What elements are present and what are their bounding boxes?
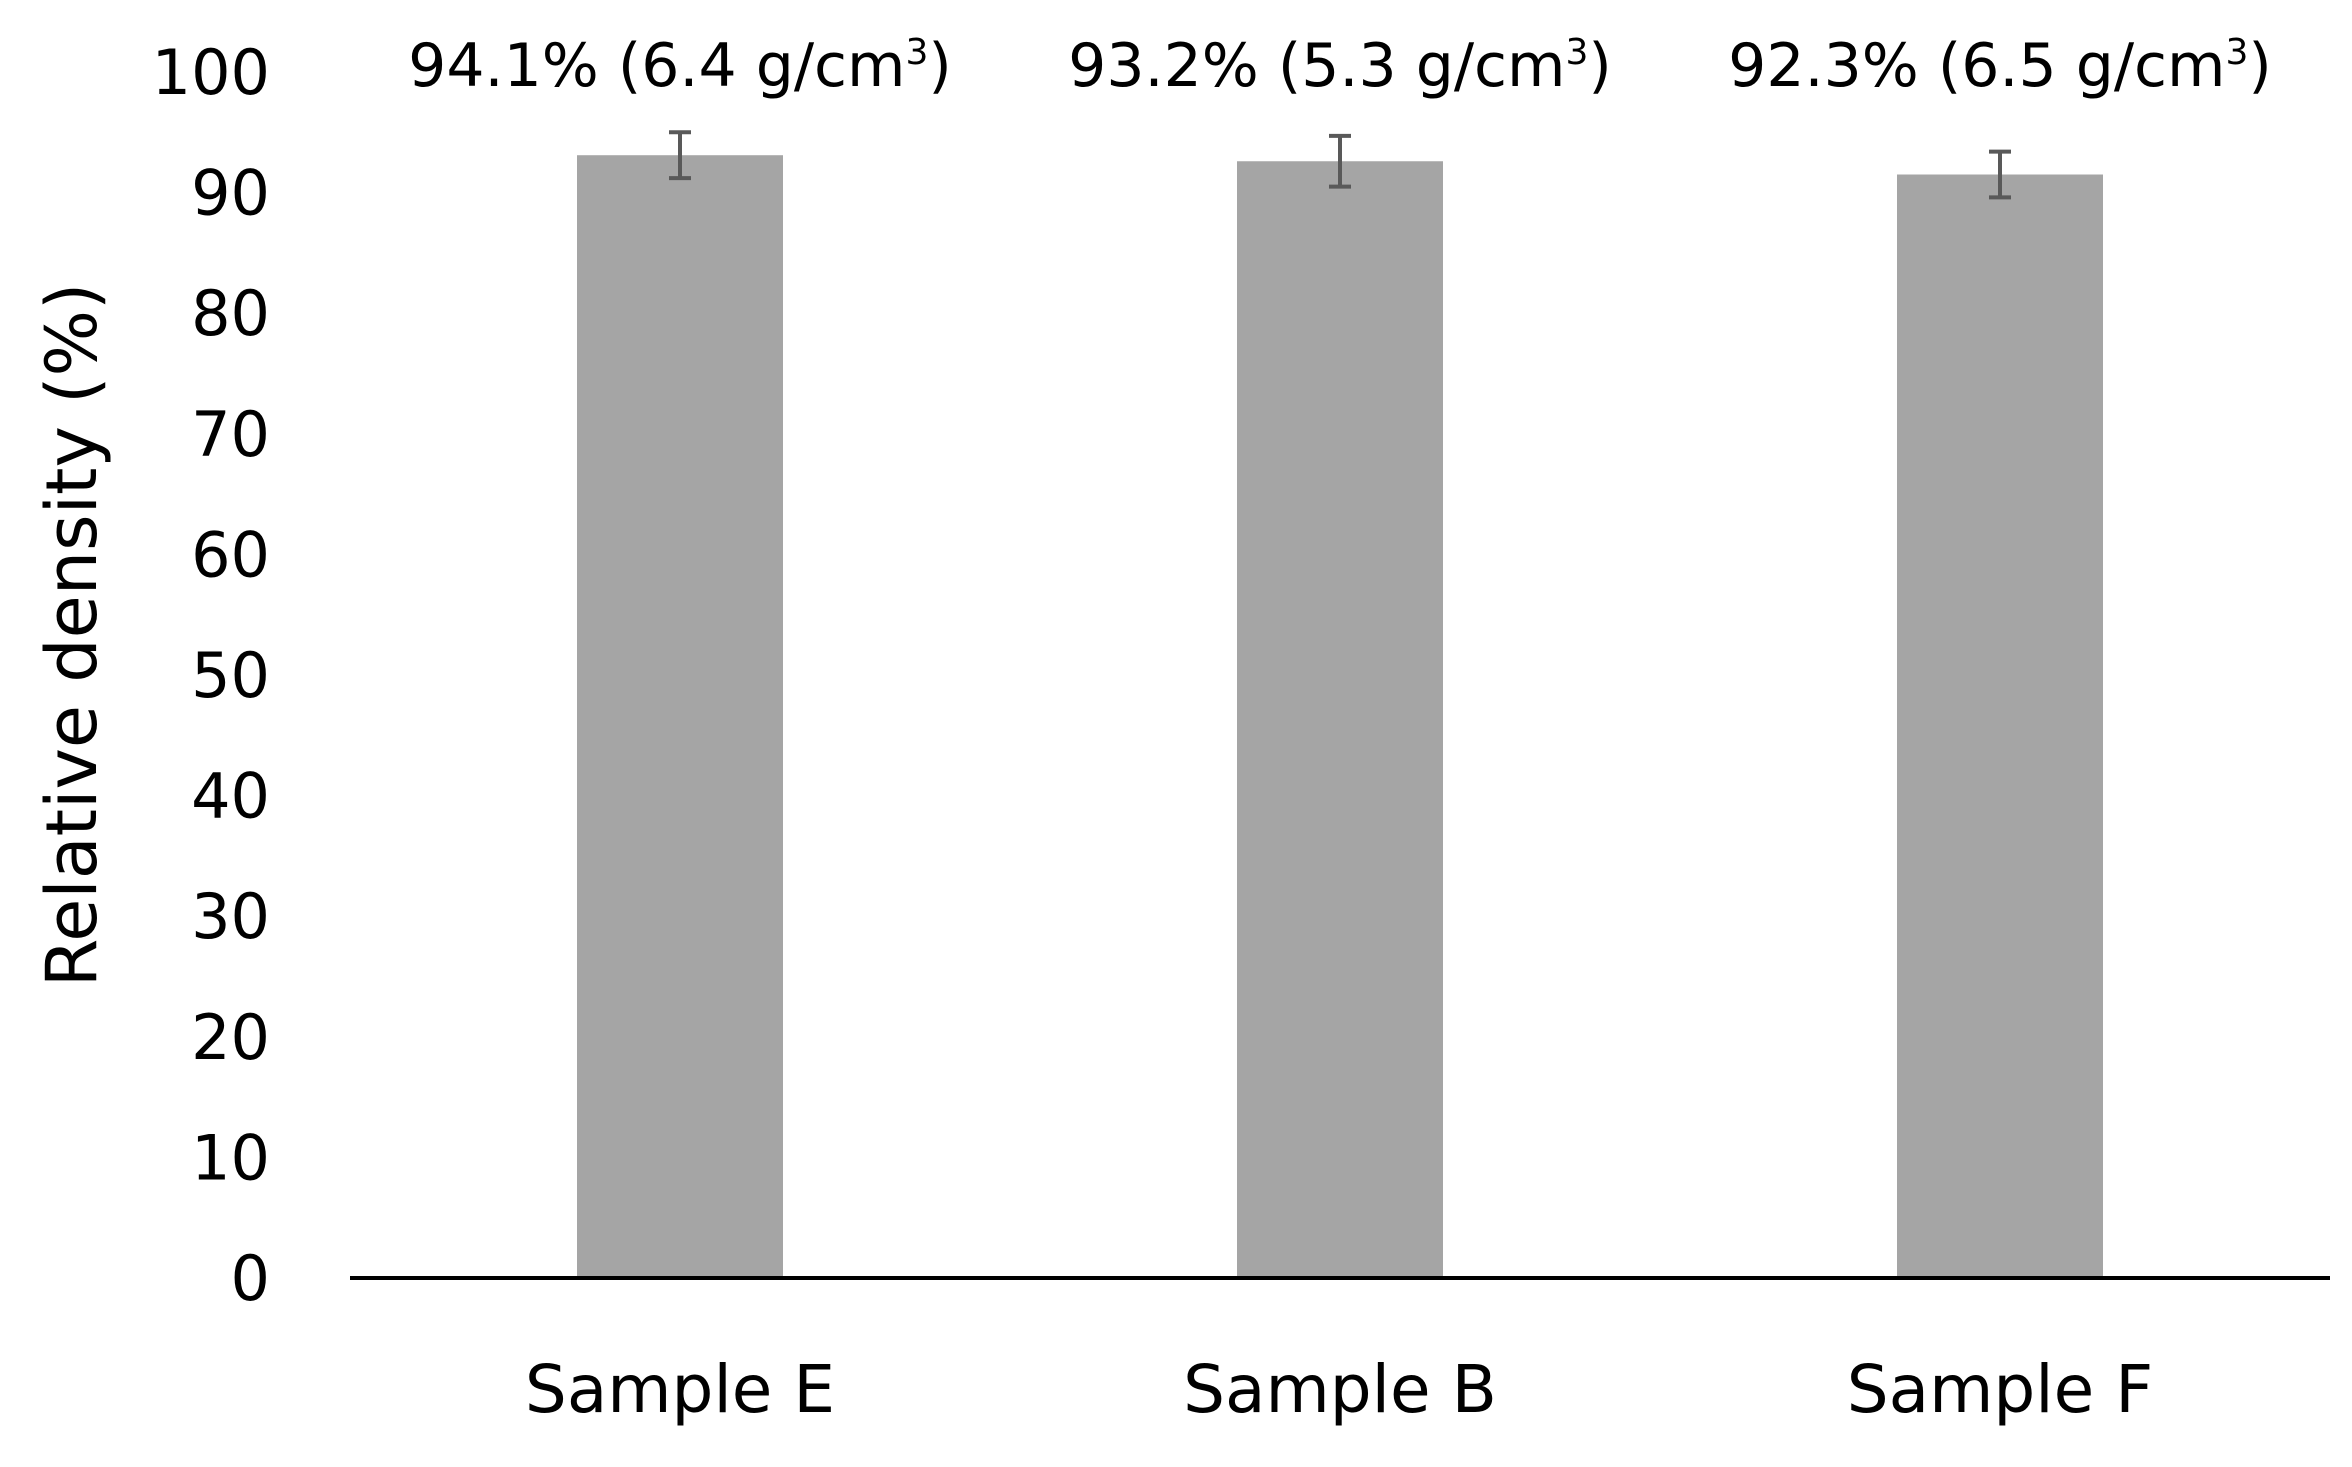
bar-sample-b bbox=[1237, 161, 1443, 1278]
error-bars-group bbox=[669, 130, 2011, 200]
y-tick-label: 20 bbox=[191, 1001, 270, 1074]
y-tick-label: 100 bbox=[152, 36, 270, 109]
y-tick-label: 80 bbox=[191, 277, 270, 350]
error-bar-sample-f bbox=[1989, 149, 2011, 200]
data-label: 94.1% (6.4 g/cm3) bbox=[408, 31, 952, 101]
y-tick-label: 30 bbox=[191, 880, 270, 953]
bar-sample-e bbox=[577, 155, 783, 1279]
bars-group bbox=[577, 155, 2103, 1279]
y-tick-label: 0 bbox=[231, 1242, 270, 1315]
error-bar-sample-e bbox=[669, 130, 691, 181]
error-bar-sample-b bbox=[1329, 133, 1351, 189]
y-tick-label: 50 bbox=[191, 639, 270, 712]
y-axis-title: Relative density (%) bbox=[31, 283, 113, 988]
y-tick-label: 70 bbox=[191, 398, 270, 471]
bar-sample-f bbox=[1897, 174, 2103, 1278]
x-category-label: Sample F bbox=[1847, 1351, 2153, 1428]
x-category-label: Sample E bbox=[525, 1351, 835, 1428]
category-labels: Sample E Sample B Sample F bbox=[525, 1351, 2153, 1428]
y-tick-labels: 0 10 20 30 40 50 60 70 80 90 100 bbox=[152, 36, 270, 1315]
y-tick-label: 40 bbox=[191, 760, 270, 833]
data-label: 92.3% (6.5 g/cm3) bbox=[1728, 31, 2272, 101]
y-tick-label: 90 bbox=[191, 157, 270, 230]
x-category-label: Sample B bbox=[1183, 1351, 1497, 1428]
data-labels: 94.1% (6.4 g/cm3) 93.2% (5.3 g/cm3) 92.3% … bbox=[408, 31, 2272, 101]
y-tick-label: 60 bbox=[191, 518, 270, 591]
y-tick-label: 10 bbox=[191, 1121, 270, 1194]
data-label: 93.2% (5.3 g/cm3) bbox=[1068, 31, 1612, 101]
